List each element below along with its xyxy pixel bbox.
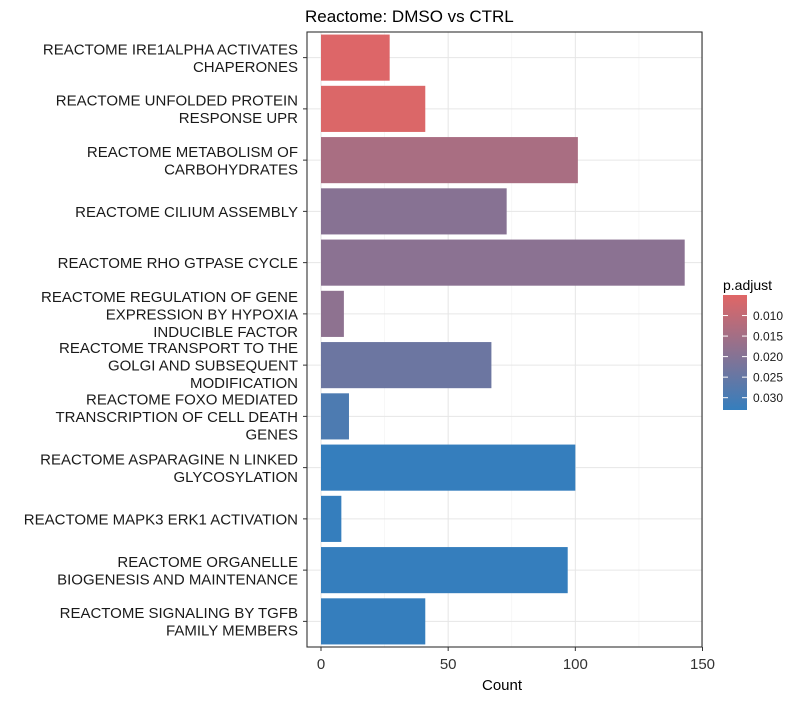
y-tick-label: REACTOME TRANSPORT TO THE GOLGI AND SUBSE… [59, 340, 298, 392]
y-tick-label-line: REACTOME TRANSPORT TO THE [59, 340, 298, 357]
bar [321, 495, 342, 542]
y-tick-label-line: FAMILY MEMBERS [166, 623, 298, 640]
y-tick-label: REACTOME RHO GTPASE CYCLE [58, 255, 298, 272]
bar [321, 290, 344, 337]
y-tick-label: REACTOME SIGNALING BY TGFB FAMILY MEMBERS [60, 605, 298, 640]
x-axis-label: Count [482, 677, 523, 694]
y-tick-label-line: GLYCOSYLATION [174, 469, 298, 486]
x-tick-label: 50 [440, 656, 457, 673]
plot-panel-border [306, 31, 703, 648]
y-tick-label-line: REACTOME ORGANELLE [117, 554, 298, 571]
bars [321, 34, 685, 645]
legend-colorbar [723, 295, 747, 410]
x-tick-label: 150 [690, 656, 715, 673]
y-tick-label: REACTOME ORGANELLE BIOGENESIS AND MAINTEN… [57, 554, 298, 589]
legend-tick-label: 0.010 [753, 309, 783, 323]
y-tick-label-line: TRANSCRIPTION OF CELL DEATH [55, 409, 298, 426]
y-axis: REACTOME IRE1ALPHA ACTIVATES CHAPERONESRE… [24, 41, 307, 640]
bar [321, 239, 685, 286]
x-tick-label: 0 [317, 656, 325, 673]
legend-title: p.adjust [723, 277, 772, 293]
legend: 0.010 0.015 0.020 0.025 0.030 [723, 295, 783, 410]
bar [321, 342, 492, 389]
y-tick-label-line: CARBOHYDRATES [164, 161, 298, 178]
y-tick-label: REACTOME UNFOLDED PROTEIN RESPONSE UPR [56, 93, 298, 128]
y-tick-label-line: REACTOME METABOLISM OF [87, 144, 298, 161]
y-tick-label-line: REACTOME MAPK3 ERK1 ACTIVATION [24, 511, 298, 528]
x-axis: 0 50 100 150 [317, 647, 715, 673]
y-tick-label-line: REACTOME FOXO MEDIATED [86, 391, 298, 408]
bar [321, 188, 507, 235]
y-tick-label-line: REACTOME CILIUM ASSEMBLY [75, 204, 298, 221]
bar [321, 547, 568, 594]
y-tick-label: REACTOME MAPK3 ERK1 ACTIVATION [24, 511, 298, 528]
legend-tick-label: 0.025 [753, 371, 783, 385]
y-tick-label: REACTOME REGULATION OF GENE EXPRESSION BY… [41, 289, 298, 341]
y-tick-label-line: REACTOME ASPARAGINE N LINKED [40, 451, 298, 468]
bar [321, 444, 576, 491]
y-tick-label-line: INDUCIBLE FACTOR [153, 324, 298, 341]
x-tick-label: 100 [563, 656, 588, 673]
bar [321, 85, 426, 132]
y-tick-label-line: EXPRESSION BY HYPOXIA [106, 306, 298, 323]
y-tick-label: REACTOME METABOLISM OF CARBOHYDRATES [87, 144, 298, 179]
y-tick-label-line: REACTOME SIGNALING BY TGFB [60, 605, 298, 622]
y-tick-label-line: GENES [245, 426, 298, 443]
bar [321, 598, 426, 645]
y-tick-label-line: MODIFICATION [190, 375, 298, 392]
y-tick-label-line: REACTOME REGULATION OF GENE [41, 289, 298, 306]
y-tick-label: REACTOME IRE1ALPHA ACTIVATES CHAPERONES [43, 41, 298, 76]
chart-title: Reactome: DMSO vs CTRL [305, 7, 514, 26]
bar [321, 137, 578, 184]
y-tick-label-line: REACTOME IRE1ALPHA ACTIVATES [43, 41, 298, 58]
y-tick-label: REACTOME ASPARAGINE N LINKED GLYCOSYLATIO… [40, 451, 298, 486]
y-tick-label-line: GOLGI AND SUBSEQUENT [108, 358, 298, 375]
y-tick-label: REACTOME FOXO MEDIATED TRANSCRIPTION OF C… [55, 391, 298, 443]
legend-tick-label: 0.020 [753, 350, 783, 364]
y-tick-label-line: RESPONSE UPR [179, 110, 298, 127]
y-tick-label-line: BIOGENESIS AND MAINTENANCE [57, 571, 298, 588]
y-tick-label-line: REACTOME UNFOLDED PROTEIN [56, 93, 298, 110]
y-tick-label: REACTOME CILIUM ASSEMBLY [75, 204, 298, 221]
y-tick-label-line: CHAPERONES [193, 59, 298, 76]
y-tick-label-line: REACTOME RHO GTPASE CYCLE [58, 255, 298, 272]
legend-tick-label: 0.030 [753, 391, 783, 405]
bar [321, 34, 390, 81]
legend-tick-label: 0.015 [753, 330, 783, 344]
bar [321, 393, 349, 440]
